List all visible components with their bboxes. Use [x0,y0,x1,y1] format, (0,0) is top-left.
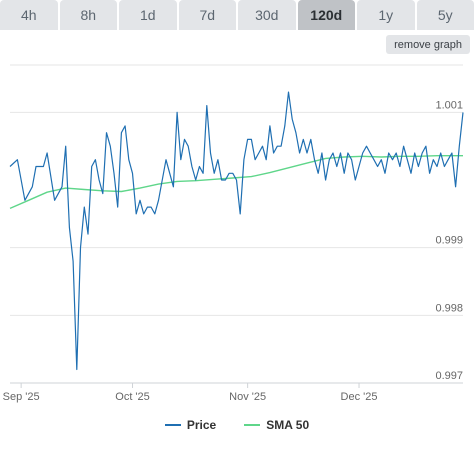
x-tick-label: Nov '25 [229,391,266,403]
y-tick-label: 0.998 [435,302,463,314]
chart-legend: Price SMA 50 [0,418,474,432]
legend-swatch-price [164,424,181,426]
y-tick-label: 1.001 [435,99,463,111]
y-tick-label: 0.997 [435,370,463,382]
tab-1y[interactable]: 1y [357,0,415,30]
legend-swatch-sma [244,424,261,426]
tab-8h[interactable]: 8h [59,0,117,30]
price-line [9,91,464,371]
remove-graph-button[interactable]: remove graph [386,35,470,54]
tab-1d[interactable]: 1d [119,0,177,30]
x-tick-label: Oct '25 [115,391,150,403]
tab-120d[interactable]: 120d [297,0,355,30]
legend-item-sma[interactable]: SMA 50 [244,418,309,432]
tab-7d[interactable]: 7d [178,0,236,30]
legend-label-price: Price [186,418,217,432]
tab-4h[interactable]: 4h [0,0,58,30]
tab-5y[interactable]: 5y [416,0,474,30]
x-tick-label: Dec '25 [341,391,378,403]
price-chart: 0.997 0.998 0.999 1.001 Sep '25 Oct '25 Nov '2… [3,64,464,403]
time-range-tabs: 4h 8h 1d 7d 30d 120d 1y 5y [0,0,474,30]
y-tick-label: 0.999 [435,235,463,247]
x-tick-label: Sep '25 [3,391,40,403]
tab-30d[interactable]: 30d [238,0,296,30]
legend-label-sma: SMA 50 [266,418,310,432]
legend-item-price[interactable]: Price [164,418,217,432]
